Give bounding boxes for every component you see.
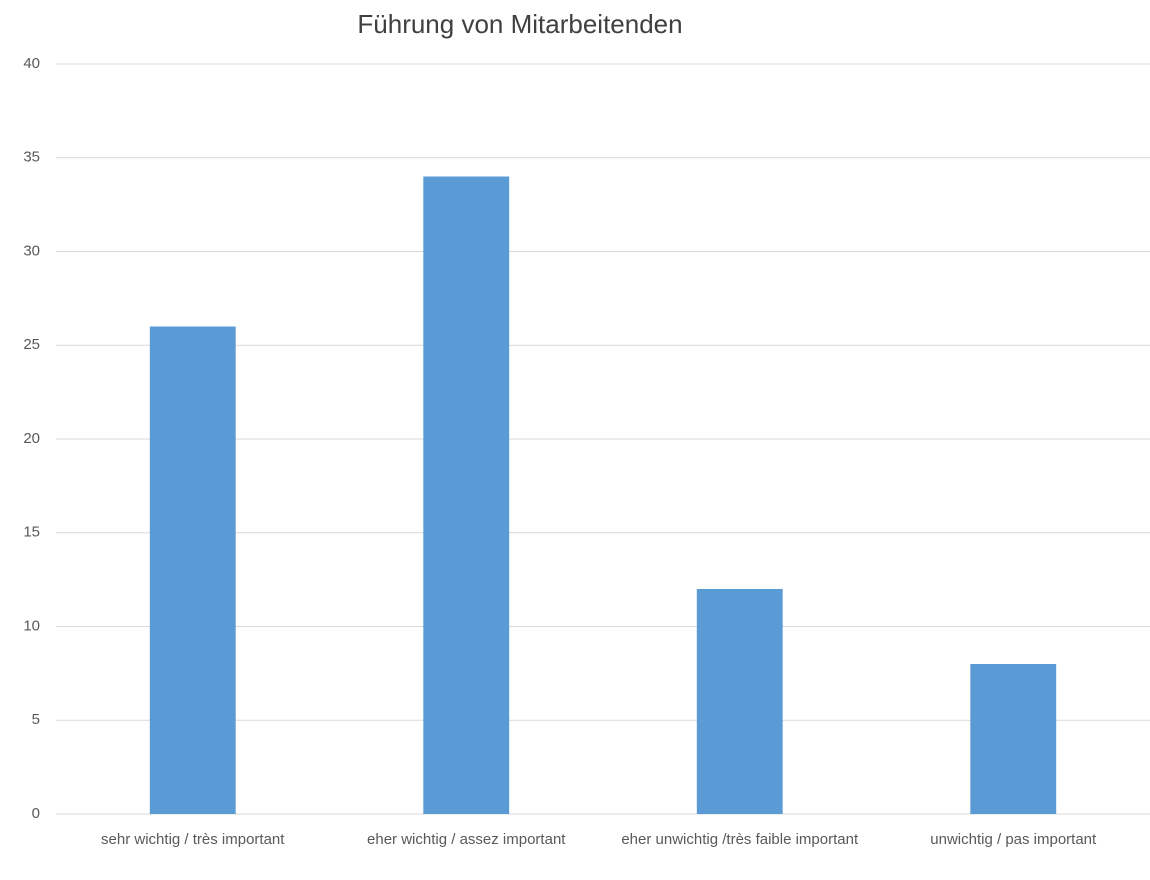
chart-title: Führung von Mitarbeitenden xyxy=(357,9,682,39)
y-tick-label: 25 xyxy=(23,336,40,353)
x-tick-label: eher wichtig / assez important xyxy=(367,831,566,848)
y-tick-label: 40 xyxy=(23,55,40,72)
bar xyxy=(696,589,783,814)
x-tick-label: sehr wichtig / très important xyxy=(101,831,285,848)
y-tick-label: 0 xyxy=(32,805,40,822)
x-tick-label: eher unwichtig /très faible important xyxy=(621,831,859,848)
y-tick-label: 35 xyxy=(23,149,40,166)
bar xyxy=(423,176,510,814)
y-tick-label: 30 xyxy=(23,242,40,259)
y-tick-label: 20 xyxy=(23,430,40,447)
bar xyxy=(149,326,236,814)
y-tick-label: 10 xyxy=(23,617,40,634)
y-tick-label: 5 xyxy=(32,711,40,728)
y-tick-label: 15 xyxy=(23,524,40,541)
bar xyxy=(970,664,1057,814)
x-tick-label: unwichtig / pas important xyxy=(930,831,1097,848)
